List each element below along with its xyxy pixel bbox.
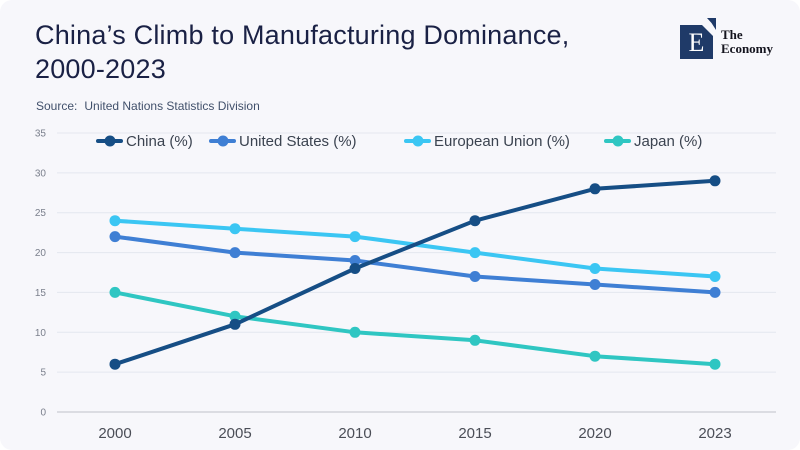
- legend-dot-icon: [412, 135, 423, 147]
- data-point-united-states-2005: [229, 247, 241, 259]
- legend-marker-icon: [404, 135, 431, 147]
- legend-marker-icon: [209, 135, 236, 147]
- legend-marker-icon: [604, 135, 631, 147]
- data-point-european-union-2015: [469, 247, 481, 259]
- legend-item-china: China (%): [96, 132, 193, 150]
- source-label: Source:: [36, 99, 78, 113]
- data-point-european-union-2020: [589, 263, 601, 274]
- y-tick-label: 30: [35, 168, 47, 179]
- page-title-line1: China’s Climb to Manufacturing Dominance…: [35, 20, 570, 50]
- data-point-japan-2000: [109, 286, 121, 298]
- brand-name-line2: Economy: [721, 41, 773, 56]
- x-tick-label: 2010: [338, 425, 371, 442]
- y-tick-label: 20: [35, 248, 47, 259]
- brand-logo-icon: E: [680, 18, 716, 59]
- data-point-united-states-2015: [469, 271, 481, 282]
- x-tick-label: 2023: [698, 425, 731, 442]
- legend-dot-icon: [217, 135, 228, 147]
- x-tick-label: 2000: [98, 425, 131, 442]
- series-line-japan: [113, 290, 717, 367]
- legend-item-japan: Japan (%): [604, 132, 703, 150]
- data-point-japan-2023: [709, 358, 721, 370]
- page-title-line2: 2000-2023: [35, 54, 166, 84]
- y-tick-label: 0: [40, 408, 46, 419]
- data-point-japan-2015: [469, 334, 481, 346]
- page-title: China’s Climb to Manufacturing Dominance…: [35, 18, 569, 86]
- y-tick-label: 35: [35, 129, 47, 140]
- legend-item-european-union: European Union (%): [404, 132, 570, 150]
- data-point-china-2020: [589, 183, 601, 195]
- data-point-japan-2010: [349, 326, 361, 338]
- data-point-european-union-2010: [349, 231, 361, 243]
- data-point-japan-2020: [589, 350, 601, 362]
- legend-label: European Union (%): [434, 132, 570, 150]
- legend-dot-icon: [612, 135, 623, 147]
- source-text: United Nations Statistics Division: [84, 99, 260, 113]
- x-tick-label: 2015: [458, 425, 491, 442]
- y-tick-label: 5: [40, 368, 46, 379]
- y-tick-label: 25: [35, 208, 47, 219]
- data-point-japan-2005: [229, 310, 241, 322]
- data-point-united-states-2000: [109, 231, 121, 243]
- brand-logo: E The Economy: [680, 18, 773, 59]
- legend-label: China (%): [126, 132, 193, 150]
- data-point-united-states-2020: [589, 279, 601, 290]
- legend-marker-icon: [96, 135, 123, 147]
- data-point-european-union-2005: [229, 223, 241, 235]
- series-line-china: [113, 178, 717, 367]
- data-point-china-2015: [469, 215, 481, 227]
- brand-name-line1: The: [721, 27, 743, 42]
- logo-corner-cut: [702, 25, 713, 36]
- x-tick-label: 2005: [218, 425, 251, 442]
- brand-name: The Economy: [721, 25, 773, 56]
- data-point-china-2023: [709, 175, 721, 187]
- legend-label: Japan (%): [634, 132, 703, 150]
- logo-letter: E: [688, 27, 705, 57]
- x-tick-label: 2020: [578, 425, 611, 442]
- data-point-united-states-2010: [349, 255, 361, 266]
- data-point-european-union-2000: [109, 215, 121, 227]
- data-point-united-states-2023: [709, 286, 721, 298]
- data-point-china-2010: [349, 263, 361, 274]
- data-point-european-union-2023: [709, 271, 721, 282]
- data-point-china-2000: [109, 358, 121, 370]
- series-line-united-states: [113, 234, 717, 295]
- y-tick-label: 15: [35, 288, 47, 299]
- y-tick-label: 10: [35, 328, 47, 339]
- data-point-china-2005: [229, 318, 241, 330]
- legend-dot-icon: [104, 135, 115, 147]
- legend-label: United States (%): [239, 132, 357, 150]
- source-note: Source: United Nations Statistics Divisio…: [36, 99, 260, 113]
- legend-item-united-states: United States (%): [209, 132, 357, 150]
